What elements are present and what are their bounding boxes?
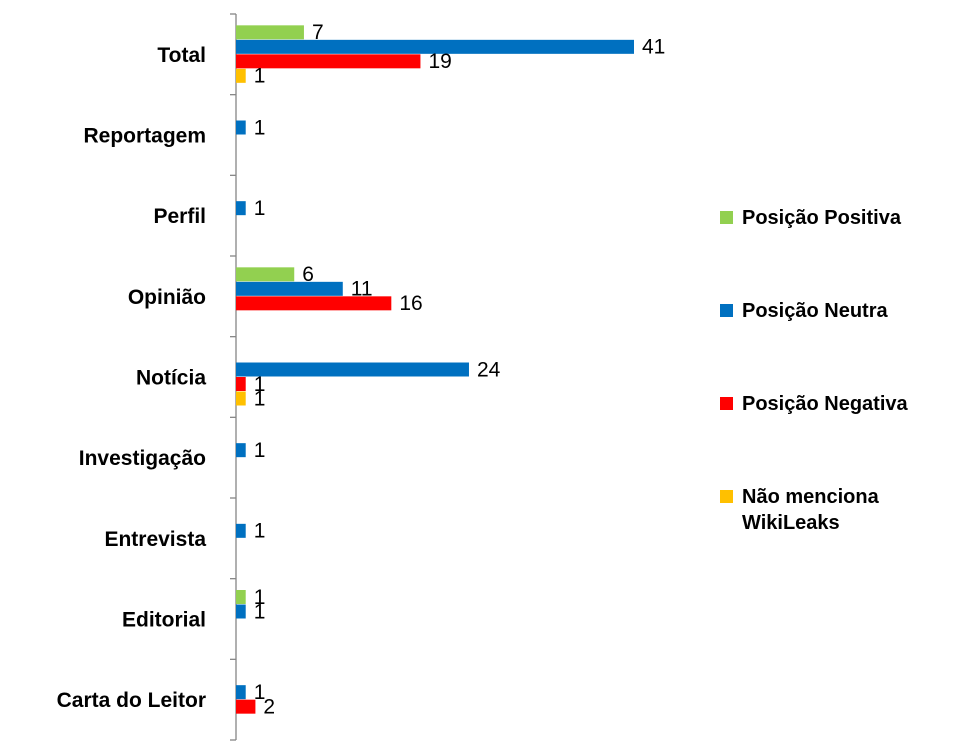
value-label: 1 (254, 197, 266, 220)
bar (236, 391, 246, 406)
legend-swatch (720, 490, 733, 503)
value-label: 1 (254, 373, 266, 396)
bar (236, 68, 246, 83)
legend-swatch (720, 304, 733, 317)
bar (236, 201, 246, 216)
bar (236, 267, 295, 282)
value-label: 1 (254, 65, 266, 88)
category-label: Investigação (79, 447, 206, 470)
category-label: Opinião (128, 286, 206, 309)
value-label: 2 (263, 695, 275, 718)
value-label: 41 (642, 36, 665, 59)
bar (236, 604, 246, 619)
bar (236, 699, 256, 714)
value-label: 1 (254, 520, 266, 543)
value-label: 1 (254, 116, 266, 139)
category-label: Total (157, 44, 206, 67)
bar (236, 362, 469, 377)
legend-label: Posição Negativa (742, 393, 908, 415)
bar (236, 296, 392, 311)
legend-item: Não menciona WikiLeaks (720, 484, 970, 577)
category-label: Perfil (153, 205, 206, 228)
legend-label: Posição Positiva (742, 207, 901, 229)
bar (236, 590, 246, 604)
legend-label: Posição Neutra (742, 300, 888, 322)
category-label: Editorial (122, 609, 206, 632)
legend: Posição Positiva Posição Neutra Posição Ne… (720, 205, 970, 577)
value-label: 11 (351, 278, 373, 301)
bar (236, 685, 246, 700)
legend-swatch (720, 397, 733, 410)
category-label: Reportagem (83, 125, 206, 148)
bar (236, 523, 246, 538)
bar (236, 281, 343, 296)
value-label: 7 (312, 21, 324, 44)
bar (236, 377, 246, 391)
value-label: 1 (254, 387, 266, 410)
value-label: 1 (254, 439, 266, 462)
legend-label: Não menciona WikiLeaks (742, 486, 879, 534)
bar (236, 39, 634, 54)
legend-item: Posição Positiva (720, 205, 970, 298)
category-label: Carta do Leitor (57, 689, 206, 712)
value-label: 1 (254, 681, 266, 704)
value-label: 16 (399, 292, 422, 315)
value-label: 6 (302, 263, 314, 286)
bar (236, 443, 246, 458)
legend-item: Posição Negativa (720, 391, 970, 484)
category-label: Notícia (136, 367, 206, 390)
value-label: 24 (477, 358, 501, 381)
category-label: Entrevista (104, 528, 206, 551)
bar (236, 25, 304, 40)
bar (236, 120, 246, 135)
value-label: 1 (254, 600, 266, 623)
legend-swatch (720, 211, 733, 224)
legend-item: Posição Neutra (720, 298, 970, 391)
value-label: 1 (254, 586, 266, 609)
value-label: 19 (428, 50, 451, 73)
bar (236, 54, 421, 69)
